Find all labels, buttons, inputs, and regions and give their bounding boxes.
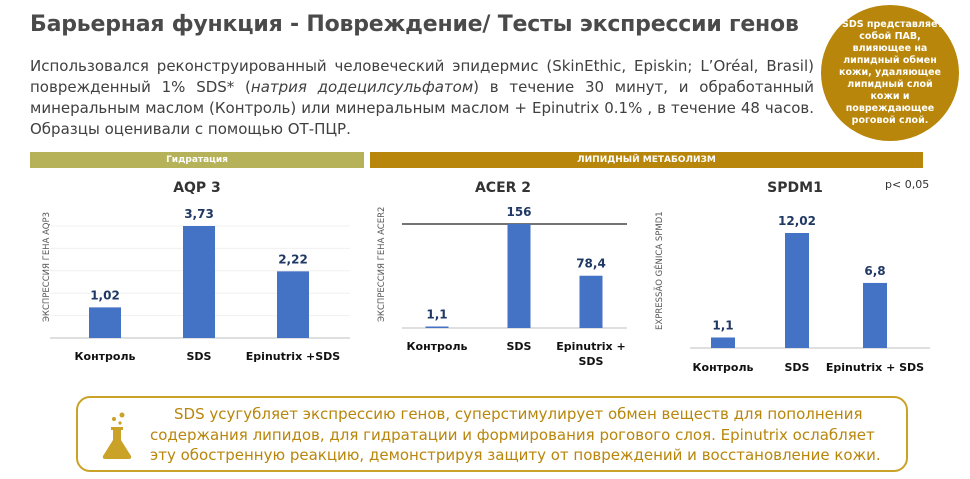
intro-text-1: Использовался реконструированный человеч… (30, 57, 814, 96)
bar (579, 275, 603, 328)
intro-text-2: ) в течение 30 минут, и обработанный мин… (30, 78, 814, 138)
bar (183, 226, 215, 338)
ylabel-acer2: ЭКСПРЕССИЯ ГЕНА ACER2 (377, 206, 387, 322)
category-label: SDS (785, 361, 810, 374)
data-label: 12,02 (778, 214, 816, 228)
bar (425, 326, 449, 328)
chart-aqp3: 1,02 Контроль 3,73 SDS 2,22 Epinutrix +SDS (50, 207, 350, 363)
bar (277, 271, 309, 338)
chart-spdm1: 1,1 Контроль 12,02 SDS 6,8 Epinutrix + SDS (690, 214, 930, 374)
ylabel-spdm1: EXPRESSÃO GÊNICA SPMD1 (655, 211, 665, 330)
chart-title-acer2: ACER 2 (474, 180, 532, 196)
category-label: Контроль (693, 361, 754, 374)
sds-note-text: *SDS представляет собой ПАВ, влияющее на… (837, 19, 943, 126)
data-label: 3,73 (184, 207, 214, 221)
sds-note-badge: *SDS представляет собой ПАВ, влияющее на… (821, 5, 959, 141)
data-label: 2,22 (278, 252, 308, 266)
data-label: 6,8 (864, 264, 885, 278)
p-value-note: p< 0,05 (885, 178, 930, 191)
intro-paragraph: Использовался реконструированный человеч… (30, 56, 814, 140)
hydration-band: Гидратация (30, 152, 364, 168)
category-label: Epinutrix + (556, 340, 625, 353)
category-label: Контроль (407, 340, 468, 353)
data-label: 78,4 (576, 257, 606, 271)
category-label: SDS (187, 350, 212, 363)
lipid-metabolism-band: ЛИПИДНЫЙ МЕТАБОЛИЗМ (370, 152, 923, 168)
category-label: Epinutrix + SDS (826, 361, 924, 374)
bar (785, 233, 809, 348)
conclusion-box: SDS усугубляет экспрессию генов, суперст… (76, 396, 908, 472)
bar (507, 224, 531, 328)
conclusion-text: SDS усугубляет экспрессию генов, суперст… (150, 405, 881, 464)
category-label: SDS (579, 355, 604, 368)
bar (863, 282, 887, 348)
category-label: SDS (507, 340, 532, 353)
page-title: Барьерная функция - Повреждение/ Тесты э… (30, 12, 799, 37)
flask-icon (100, 410, 134, 464)
chart-title-aqp3: AQP 3 (173, 180, 221, 196)
data-label: 1,1 (712, 318, 733, 332)
bar (711, 337, 735, 348)
data-label: 1,1 (426, 308, 447, 322)
category-label: Контроль (75, 350, 136, 363)
data-label: 1,02 (90, 288, 120, 302)
category-label: Epinutrix +SDS (246, 350, 340, 363)
data-label: 156 (506, 205, 531, 219)
intro-italic: натрия додецилсульфатом (250, 78, 474, 96)
chart-title-spdm1: SPDM1 (767, 180, 823, 196)
bar (89, 307, 121, 338)
chart-acer2: 1,1 Контроль 156 SDS 78,4 Epinutrix + SDS (402, 205, 627, 368)
